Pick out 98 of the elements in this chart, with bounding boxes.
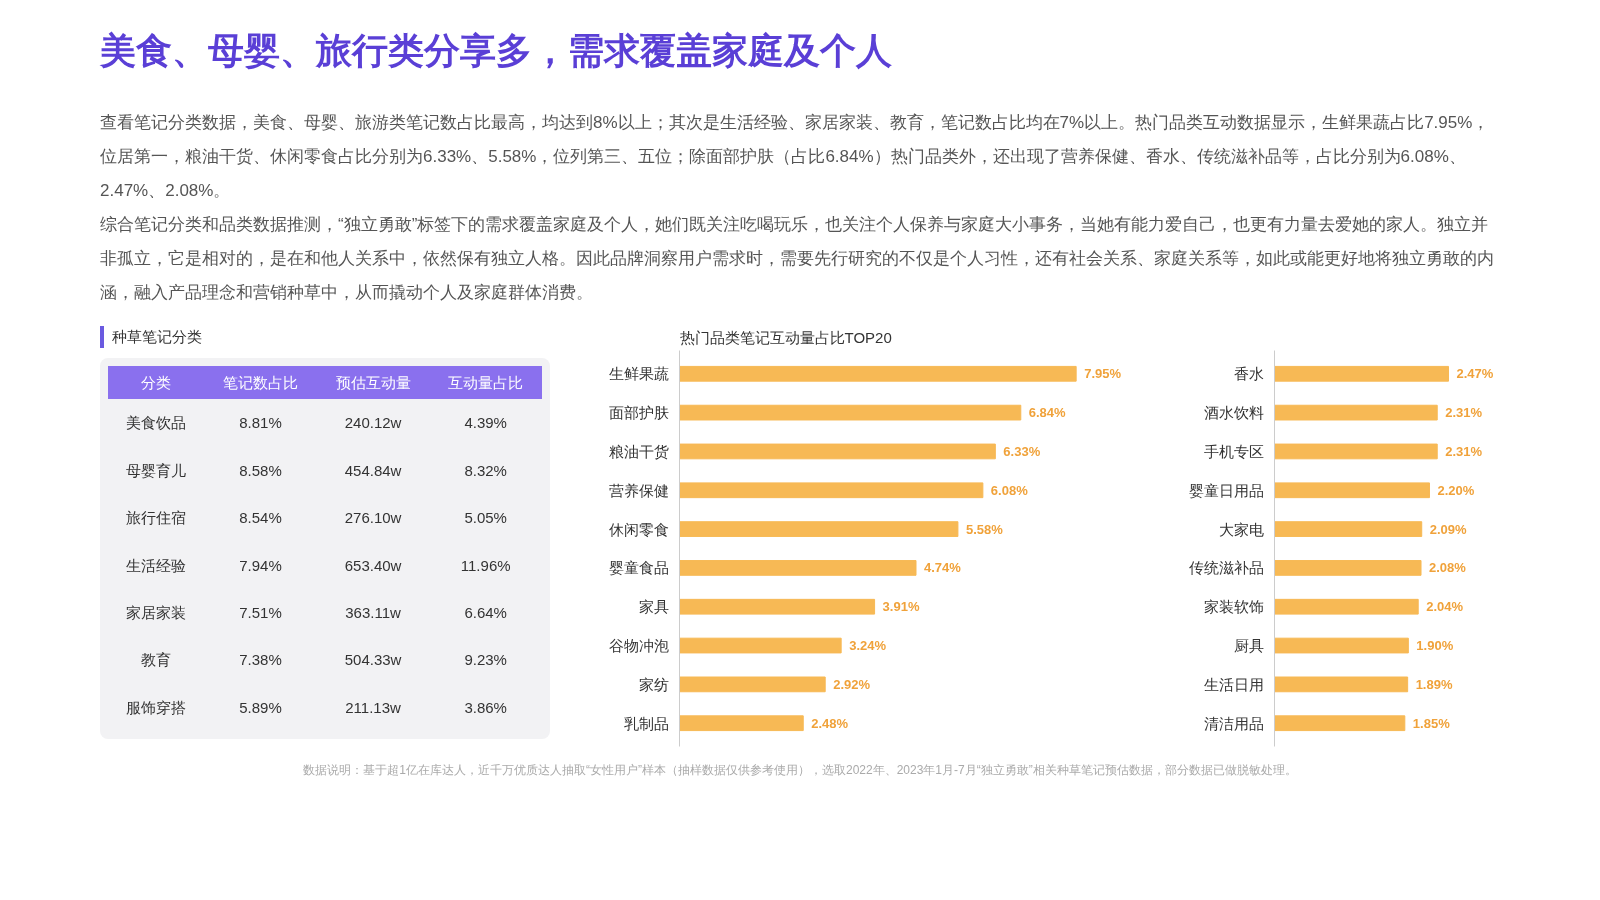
category-label: 预估互动量	[334, 372, 412, 393]
category-label: 旅行住宿	[126, 509, 187, 527]
y-tick-label: 乳制品	[623, 715, 669, 733]
chart-title: 热门品类笔记互动量占比TOP20	[679, 328, 892, 346]
data-label: 6.84%	[1028, 405, 1067, 421]
y-tick-label: 传统滋补品	[1188, 559, 1264, 577]
y-tick-label: 生活日用	[1203, 676, 1264, 694]
y-tick-label: 家纺	[638, 676, 669, 694]
bar	[679, 715, 804, 732]
bar	[1274, 715, 1406, 732]
bar	[1274, 638, 1409, 654]
data-label: 2.47%	[1456, 366, 1494, 382]
category-label: 笔记数占比	[222, 372, 299, 393]
bar	[1274, 366, 1449, 383]
y-tick-label: 婴童日用品	[1188, 482, 1264, 500]
bar	[679, 443, 996, 460]
bar	[1274, 560, 1422, 577]
data-label: 6.08%	[990, 483, 1029, 499]
text: 276.10w	[344, 509, 402, 527]
bar	[679, 560, 917, 577]
y-tick-label: 厨具	[1233, 637, 1264, 655]
text: 数据说明：基于超1亿在库达人，近千万优质达人抽取“女性用户”样本（抽样数据仅供参考使用），选取2022年、2023年1月-7月“独立勇敢”相关种草笔记预估数据，部分数据已做脱敏处理。	[302, 762, 1298, 780]
data-label: 4.74%	[924, 560, 962, 576]
data-label: 2.04%	[1426, 599, 1464, 615]
y-tick-label: 大家电	[1218, 521, 1264, 539]
bar	[679, 405, 1022, 421]
data-label: 1.90%	[1416, 638, 1454, 654]
y-tick-label: 谷物冲泡	[608, 637, 669, 655]
y-tick-label: 香水	[1233, 365, 1264, 383]
y-tick-label: 手机专区	[1203, 443, 1264, 461]
bar	[1274, 405, 1438, 421]
text: 240.12w	[344, 414, 402, 432]
text: 8.81%	[239, 414, 282, 432]
data-label: 6.33%	[1003, 444, 1041, 460]
bar	[679, 599, 876, 616]
text: 504.33w	[344, 651, 402, 669]
data-label: 5.58%	[965, 522, 1004, 538]
data-label: 2.08%	[1429, 560, 1467, 576]
bar	[679, 366, 1077, 383]
y-tick-label: 生鲜果蔬	[608, 365, 669, 383]
text: 653.40w	[344, 556, 402, 574]
data-label: 2.48%	[811, 716, 849, 732]
y-tick-label: 家装软饰	[1203, 598, 1264, 616]
y-tick-label: 婴童食品	[608, 559, 669, 577]
data-label: 2.20%	[1437, 483, 1475, 499]
text: 7.94%	[239, 556, 282, 574]
bar	[679, 676, 826, 693]
text: 8.58%	[239, 461, 282, 479]
text: 查看笔记分类数据，美食、母婴、旅游类笔记数占比最高，均达到8%以上；其次是生活经验、家居家装、教育，笔记数占比均在7%以上。热门品类互动数据显示，生鲜果蔬占比7.95%，位居第一，粮油干货、休闲零食占比分别为6.33%、5.58%，位列第三、五位；除面部护肤（占比6.84%）热门品类外，还出现了营养保健、香水、传统滋补品等，占比分别为6.08%、2.47%、2.08%。	[100, 112, 1491, 203]
bar	[1274, 443, 1438, 460]
bar	[1274, 676, 1409, 693]
bar	[679, 638, 842, 654]
category-label: 服饰穿搭	[126, 698, 187, 716]
y-tick-label: 营养保健	[608, 482, 669, 500]
text: 9.23%	[464, 651, 507, 669]
text: 6.64%	[464, 603, 507, 621]
data-label: 3.24%	[849, 638, 887, 654]
category-label: 生活经验	[126, 556, 187, 574]
text: 454.84w	[344, 461, 402, 479]
text: 5.89%	[239, 698, 282, 716]
text: 211.13w	[345, 698, 401, 716]
y-tick-label: 清洁用品	[1203, 715, 1264, 733]
data-label: 1.89%	[1415, 677, 1453, 693]
text: 5.05%	[464, 509, 507, 527]
y-tick-label: 面部护肤	[608, 404, 669, 422]
y-tick-label: 休闲零食	[608, 521, 669, 539]
y-tick-label: 酒水饮料	[1203, 404, 1264, 422]
data-label: 1.85%	[1412, 716, 1451, 732]
bar	[679, 482, 984, 499]
y-tick-label: 粮油干货	[608, 443, 669, 461]
text: 美食、母婴、旅行类分享多，需求覆盖家庭及个人	[100, 29, 893, 73]
data-label: 2.31%	[1445, 444, 1483, 460]
category-label: 家居家装	[126, 603, 187, 621]
data-label: 3.91%	[882, 599, 920, 615]
text: 综合笔记分类和品类数据推测，“独立勇敢”标签下的需求覆盖家庭及个人，她们既关注吃喝玩乐，也关注个人保养与家庭大小事务，当她有能力爱自己，也更有力量去爱她的家人。独立并非孤立，它是相对的，是在和他人关系中，依然保有独立人格。因此品牌洞察用户需求时，需要先行研究的不仅是个人习性，还有社会关系、家庭关系等，如此或能更好地将独立勇敢的内涵，融入产品理念和营销种草中，从而撬动个人及家庭群体消费。	[100, 214, 1495, 305]
text: 种草笔记分类	[100, 326, 580, 348]
text: 7.51%	[239, 603, 282, 621]
category-label: 美食饮品	[126, 414, 187, 432]
text: 4.39%	[464, 414, 507, 432]
text: 11.96%	[460, 556, 511, 574]
text: 8.32%	[464, 461, 507, 479]
data-label: 2.31%	[1445, 405, 1483, 421]
y-tick-label: 家具	[638, 598, 669, 616]
data-label: 2.92%	[833, 677, 871, 693]
bar	[1274, 521, 1423, 538]
category-label: 互动量占比	[447, 372, 525, 393]
bar	[679, 521, 959, 538]
category-label: 母婴育儿	[126, 461, 187, 479]
bar	[1274, 599, 1419, 616]
category-label: 教育	[141, 651, 172, 669]
data-label: 2.09%	[1429, 522, 1468, 538]
bar	[1274, 482, 1430, 499]
text: 7.38%	[239, 651, 282, 669]
text: 363.11w	[345, 603, 401, 621]
category-label: 分类	[140, 372, 173, 393]
data-label: 7.95%	[1084, 366, 1122, 382]
text: 3.86%	[464, 698, 507, 716]
text: 8.54%	[239, 509, 282, 527]
